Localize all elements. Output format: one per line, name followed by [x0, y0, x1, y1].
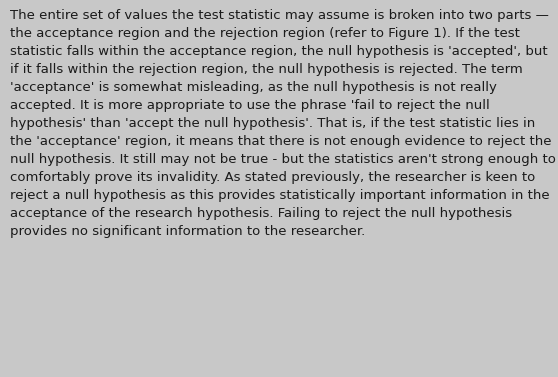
Text: The entire set of values the test statistic may assume is broken into two parts : The entire set of values the test statis… — [10, 9, 556, 238]
